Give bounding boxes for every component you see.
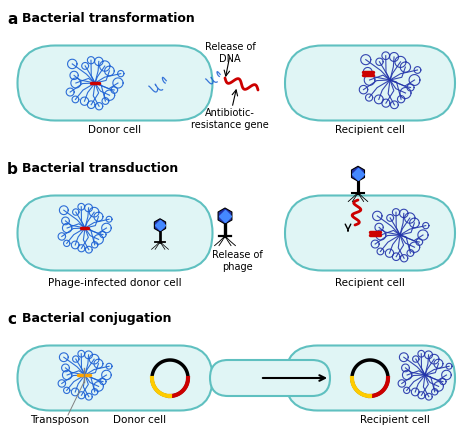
Text: a: a <box>7 12 18 27</box>
Text: Recipient cell: Recipient cell <box>335 125 405 135</box>
Polygon shape <box>352 166 365 181</box>
FancyBboxPatch shape <box>285 345 455 411</box>
FancyBboxPatch shape <box>18 196 212 271</box>
Text: b: b <box>7 162 18 177</box>
Text: Recipient cell: Recipient cell <box>335 278 405 288</box>
FancyBboxPatch shape <box>210 360 330 396</box>
Polygon shape <box>155 219 165 232</box>
Text: Bacterial transformation: Bacterial transformation <box>22 12 195 25</box>
Text: Donor cell: Donor cell <box>113 415 166 425</box>
Text: Bacterial conjugation: Bacterial conjugation <box>22 312 172 325</box>
Text: Donor cell: Donor cell <box>89 125 142 135</box>
Text: Release of
DNA: Release of DNA <box>205 42 255 63</box>
FancyBboxPatch shape <box>285 46 455 121</box>
Polygon shape <box>218 208 232 224</box>
Text: Recipient cell: Recipient cell <box>360 415 430 425</box>
FancyBboxPatch shape <box>18 345 212 411</box>
Text: Phage-infected donor cell: Phage-infected donor cell <box>48 278 182 288</box>
FancyBboxPatch shape <box>18 46 212 121</box>
Text: Release of
phage: Release of phage <box>211 250 263 272</box>
Text: Transposon: Transposon <box>30 415 90 425</box>
Text: c: c <box>7 312 16 327</box>
FancyBboxPatch shape <box>285 196 455 271</box>
Text: Antibiotic-
resistance gene: Antibiotic- resistance gene <box>191 108 269 130</box>
Text: Bacterial transduction: Bacterial transduction <box>22 162 178 175</box>
